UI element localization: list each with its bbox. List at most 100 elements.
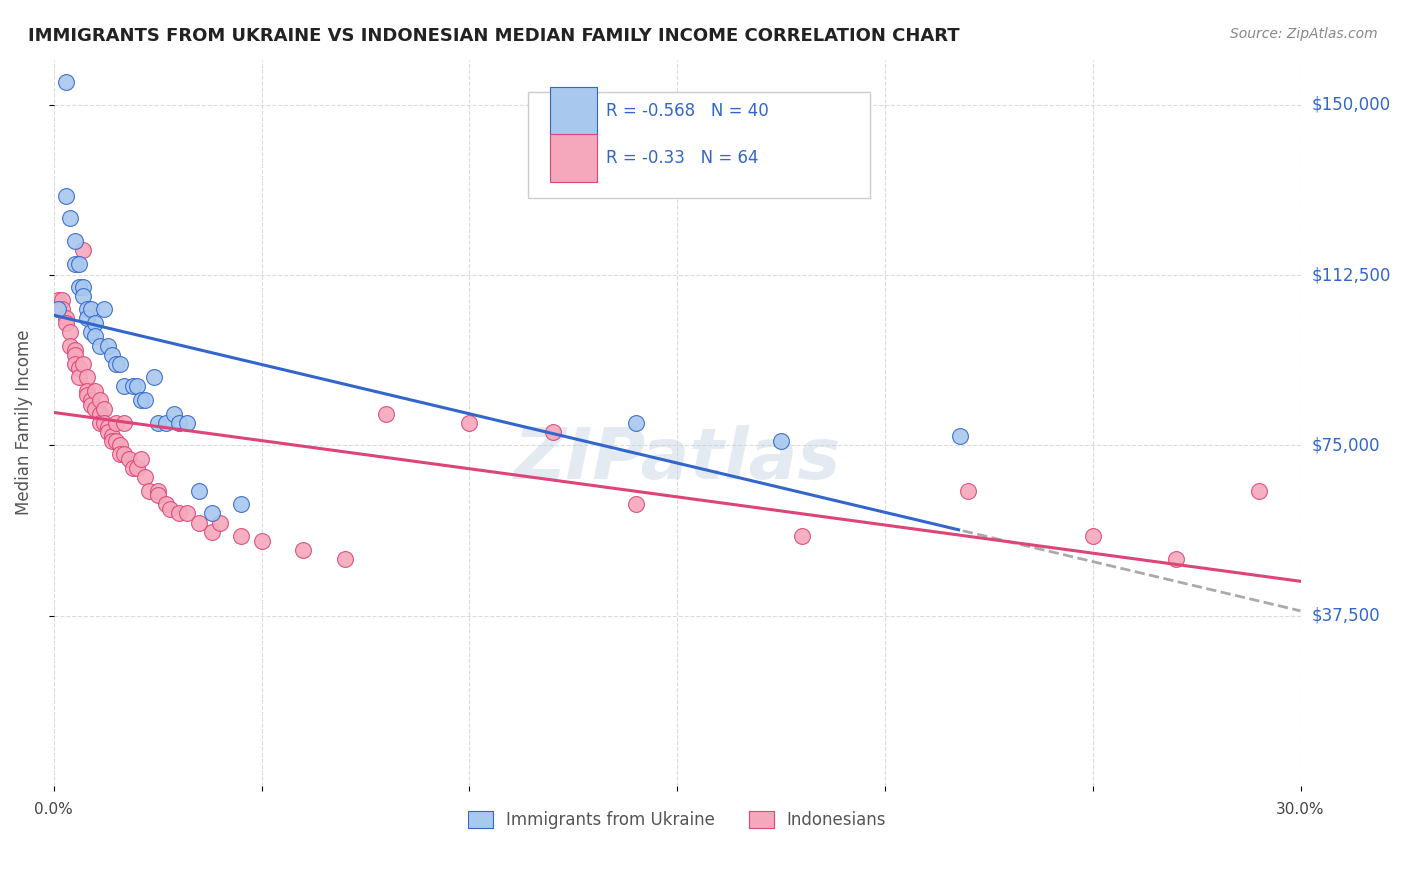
- Point: [51, 293, 73, 307]
- Point: [80, 325, 103, 339]
- Point: [105, 434, 128, 448]
- Legend: Immigrants from Ukraine, Indonesians: Immigrants from Ukraine, Indonesians: [461, 804, 893, 836]
- Point: [67, 370, 90, 384]
- Point: [63, 348, 86, 362]
- Point: [624, 497, 647, 511]
- Point: [201, 507, 224, 521]
- Point: [97, 420, 120, 434]
- Point: [67, 257, 90, 271]
- Point: [80, 302, 103, 317]
- Point: [72, 288, 94, 302]
- Point: [97, 425, 120, 439]
- Point: [209, 516, 232, 530]
- Point: [55, 316, 77, 330]
- Point: [76, 302, 98, 317]
- Point: [55, 311, 77, 326]
- Point: [67, 279, 90, 293]
- Point: [51, 302, 73, 317]
- Point: [114, 379, 136, 393]
- Point: [250, 533, 273, 548]
- Point: [89, 392, 111, 407]
- Point: [229, 497, 252, 511]
- FancyBboxPatch shape: [550, 87, 598, 135]
- FancyBboxPatch shape: [550, 134, 598, 182]
- Point: [63, 234, 86, 248]
- Point: [105, 357, 128, 371]
- Point: [110, 357, 132, 371]
- Point: [84, 329, 107, 343]
- Point: [159, 502, 181, 516]
- Point: [55, 188, 77, 202]
- Point: [155, 416, 177, 430]
- Point: [114, 447, 136, 461]
- Point: [89, 338, 111, 352]
- Point: [117, 452, 139, 467]
- Point: [163, 407, 186, 421]
- Text: $75,000: $75,000: [1312, 436, 1381, 454]
- Point: [76, 384, 98, 398]
- Point: [76, 388, 98, 402]
- Point: [129, 392, 152, 407]
- Point: [101, 348, 124, 362]
- Point: [101, 429, 124, 443]
- Point: [114, 416, 136, 430]
- Text: 0.0%: 0.0%: [35, 803, 73, 817]
- Point: [375, 407, 398, 421]
- Point: [134, 470, 156, 484]
- Point: [46, 293, 69, 307]
- FancyBboxPatch shape: [527, 92, 870, 197]
- Y-axis label: Median Family Income: Median Family Income: [15, 330, 32, 516]
- Point: [84, 316, 107, 330]
- Point: [89, 416, 111, 430]
- Point: [188, 516, 211, 530]
- Point: [1164, 552, 1187, 566]
- Point: [333, 552, 356, 566]
- Point: [201, 524, 224, 539]
- Point: [63, 257, 86, 271]
- Point: [80, 398, 103, 412]
- Point: [93, 302, 115, 317]
- Point: [110, 438, 132, 452]
- Point: [110, 447, 132, 461]
- Point: [72, 357, 94, 371]
- Point: [1081, 529, 1104, 543]
- Point: [292, 542, 315, 557]
- Point: [76, 370, 98, 384]
- Point: [84, 384, 107, 398]
- Text: R = -0.568   N = 40: R = -0.568 N = 40: [606, 102, 769, 120]
- Point: [125, 379, 148, 393]
- Point: [72, 279, 94, 293]
- Point: [80, 392, 103, 407]
- Point: [125, 461, 148, 475]
- Point: [121, 461, 143, 475]
- Point: [89, 407, 111, 421]
- Point: [458, 416, 481, 430]
- Text: $37,500: $37,500: [1312, 607, 1381, 624]
- Point: [93, 402, 115, 417]
- Point: [790, 529, 813, 543]
- Point: [146, 416, 169, 430]
- Point: [229, 529, 252, 543]
- Point: [624, 416, 647, 430]
- Point: [121, 379, 143, 393]
- Point: [541, 425, 564, 439]
- Point: [59, 338, 82, 352]
- Point: [129, 452, 152, 467]
- Point: [188, 483, 211, 498]
- Text: $112,500: $112,500: [1312, 266, 1391, 285]
- Text: $150,000: $150,000: [1312, 96, 1391, 114]
- Point: [770, 434, 793, 448]
- Point: [1247, 483, 1270, 498]
- Point: [72, 244, 94, 258]
- Point: [949, 429, 972, 443]
- Text: ZIPatlas: ZIPatlas: [513, 425, 841, 493]
- Point: [176, 416, 198, 430]
- Point: [138, 483, 160, 498]
- Point: [146, 488, 169, 502]
- Point: [97, 338, 120, 352]
- Point: [93, 416, 115, 430]
- Text: R = -0.33   N = 64: R = -0.33 N = 64: [606, 149, 759, 167]
- Point: [84, 402, 107, 417]
- Point: [105, 416, 128, 430]
- Point: [167, 507, 190, 521]
